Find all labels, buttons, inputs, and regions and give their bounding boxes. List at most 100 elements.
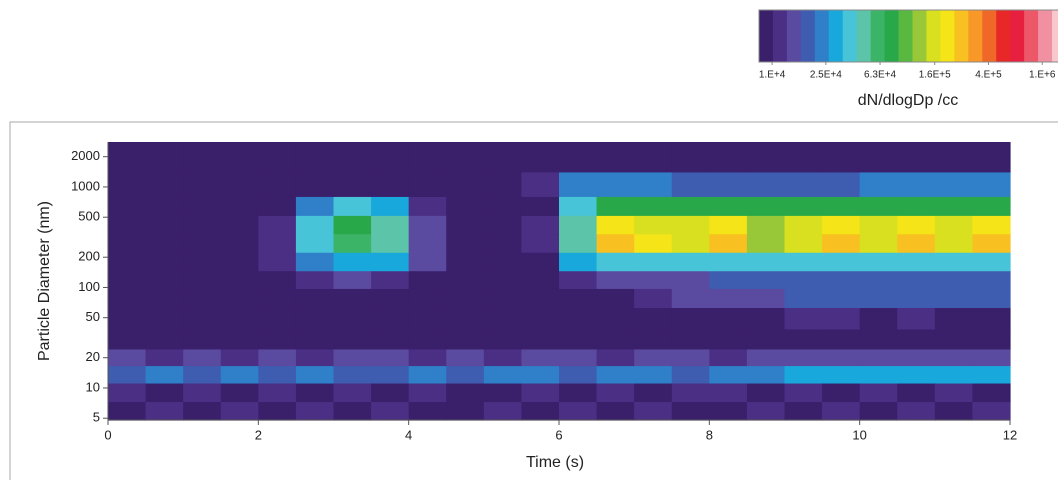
heatmap-cell: [521, 234, 559, 253]
heatmap-cell: [146, 288, 184, 308]
heatmap-cell: [334, 196, 372, 216]
heatmap-cell: [747, 365, 785, 383]
x-tick-label: 12: [1003, 427, 1017, 442]
heatmap-cell: [822, 383, 860, 402]
heatmap-cell: [258, 383, 296, 402]
colorbar-title: dN/dlogDp /cc: [858, 92, 959, 109]
heatmap-cell: [935, 196, 973, 216]
heatmap-cell: [672, 252, 710, 271]
heatmap-cell: [634, 142, 672, 172]
heatmap-cell: [371, 215, 409, 234]
heatmap-cell: [709, 329, 747, 350]
heatmap-cell: [146, 401, 184, 420]
heatmap-cell: [258, 252, 296, 271]
heatmap-cell: [521, 383, 559, 402]
heatmap-cell: [183, 329, 221, 350]
heatmap-cell: [446, 196, 484, 216]
heatmap-cell: [747, 401, 785, 420]
heatmap-cell: [108, 349, 146, 366]
heatmap-cell: [634, 401, 672, 420]
heatmap-cell: [371, 383, 409, 402]
heatmap-cell: [559, 142, 597, 172]
heatmap-cell: [221, 215, 259, 234]
heatmap-cell: [672, 329, 710, 350]
heatmap-cell: [221, 365, 259, 383]
heatmap-cell: [183, 142, 221, 172]
heatmap-cell: [747, 271, 785, 289]
heatmap-cell: [972, 288, 1010, 308]
heatmap-cell: [296, 401, 334, 420]
heatmap-cell: [935, 142, 973, 172]
heatmap-cell: [183, 383, 221, 402]
heatmap-cell: [747, 349, 785, 366]
heatmap-cell: [785, 215, 823, 234]
heatmap-cell: [371, 252, 409, 271]
heatmap-cell: [597, 329, 635, 350]
heatmap-cell: [709, 288, 747, 308]
heatmap-cell: [860, 196, 898, 216]
heatmap-cell: [634, 288, 672, 308]
heatmap-cell: [108, 329, 146, 350]
heatmap-cell: [672, 307, 710, 329]
heatmap-cell: [221, 172, 259, 197]
heatmap-cell: [747, 196, 785, 216]
heatmap-cell: [446, 307, 484, 329]
heatmap-cell: [108, 271, 146, 289]
colorbar-swatch: [954, 10, 968, 62]
heatmap-cell: [785, 401, 823, 420]
heatmap-cell: [334, 401, 372, 420]
heatmap-cell: [221, 349, 259, 366]
heatmap-cell: [972, 401, 1010, 420]
heatmap-cell: [146, 349, 184, 366]
heatmap-cell: [634, 383, 672, 402]
heatmap-cell: [409, 234, 447, 253]
heatmap-cell: [521, 196, 559, 216]
heatmap-cell: [709, 349, 747, 366]
heatmap-cell: [521, 401, 559, 420]
heatmap-cell: [897, 365, 935, 383]
heatmap-cell: [146, 329, 184, 350]
heatmap-cell: [409, 383, 447, 402]
heatmap-cell: [559, 215, 597, 234]
heatmap-cell: [709, 142, 747, 172]
heatmap-cell: [860, 349, 898, 366]
heatmap-cell: [785, 288, 823, 308]
heatmap-cell: [446, 329, 484, 350]
heatmap-cell: [935, 271, 973, 289]
colorbar-swatch: [787, 10, 801, 62]
heatmap-cell: [672, 383, 710, 402]
heatmap-cell: [860, 234, 898, 253]
heatmap-cell: [521, 271, 559, 289]
heatmap-cell: [221, 329, 259, 350]
heatmap-cell: [822, 401, 860, 420]
heatmap-cell: [597, 172, 635, 197]
heatmap-cell: [108, 234, 146, 253]
heatmap-cell: [484, 349, 522, 366]
heatmap-cell: [597, 271, 635, 289]
heatmap-cell: [221, 142, 259, 172]
heatmap-cell: [183, 196, 221, 216]
heatmap-cell: [860, 172, 898, 197]
heatmap-cell: [296, 142, 334, 172]
y-tick-label: 5: [93, 410, 100, 425]
heatmap-cell: [446, 252, 484, 271]
heatmap-cell: [296, 329, 334, 350]
heatmap-cell: [258, 349, 296, 366]
heatmap-cell: [559, 288, 597, 308]
heatmap-cell: [935, 234, 973, 253]
heatmap-cell: [371, 142, 409, 172]
heatmap-cell: [935, 401, 973, 420]
heatmap-cell: [747, 142, 785, 172]
heatmap-cell: [559, 172, 597, 197]
heatmap-cell: [597, 307, 635, 329]
heatmap-cell: [559, 307, 597, 329]
heatmap-cell: [258, 271, 296, 289]
heatmap-cell: [484, 271, 522, 289]
heatmap-cell: [521, 329, 559, 350]
colorbar-swatch: [885, 10, 899, 62]
colorbar-tick-label: 1.E+6: [1029, 70, 1056, 81]
heatmap-cell: [258, 215, 296, 234]
heatmap-cell: [822, 288, 860, 308]
heatmap-cell: [672, 215, 710, 234]
